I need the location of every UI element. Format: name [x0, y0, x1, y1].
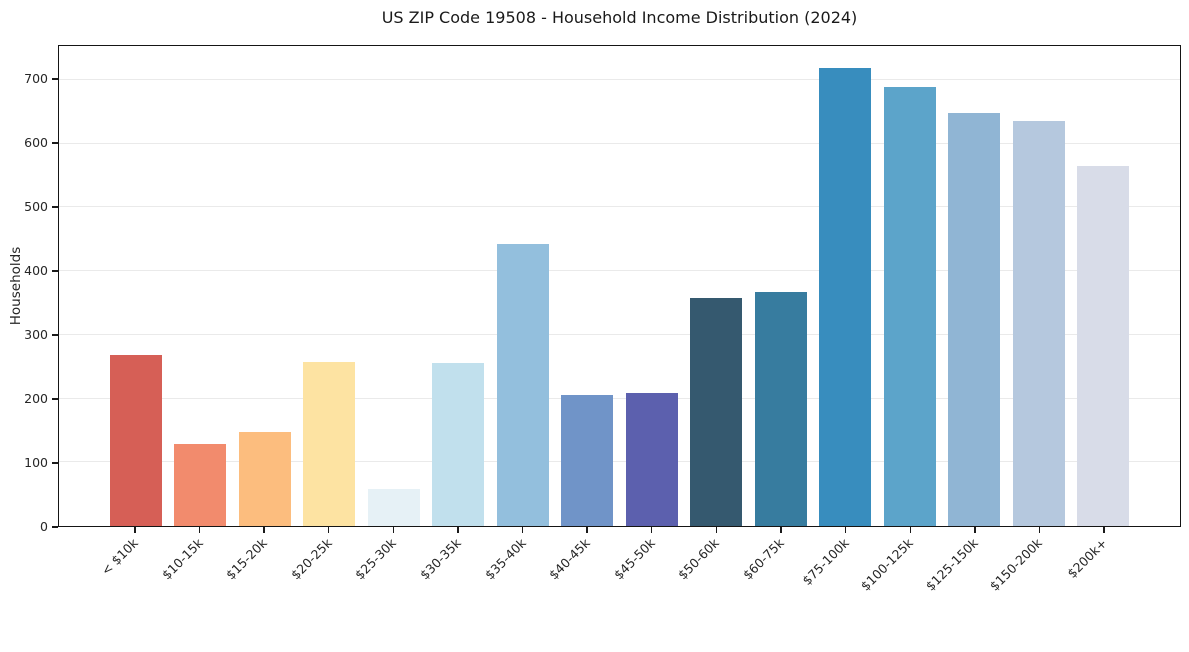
x-tick-label-< $10k: < $10k	[97, 535, 141, 579]
x-tick-mark-$15-20k	[263, 527, 265, 533]
bar-$150-200k	[1012, 120, 1065, 526]
x-tick-mark-$100-125k	[909, 527, 911, 533]
gridline-y-700	[59, 78, 1180, 80]
y-tick-mark-0	[52, 526, 58, 528]
y-tick-mark-700	[52, 78, 58, 80]
y-tick-label-700: 700	[24, 70, 48, 86]
y-tick-mark-600	[52, 142, 58, 144]
x-tick-label-$20-25k: $20-25k	[287, 535, 335, 583]
x-tick-label-$75-100k: $75-100k	[798, 535, 852, 588]
bar-$50-60k	[690, 298, 743, 526]
gridline-y-100	[59, 461, 1180, 463]
chart-figure: US ZIP Code 19508 - Household Income Dis…	[8, 8, 1181, 594]
bar-$20-25k	[303, 362, 356, 526]
x-tick-label-$200k+: $200k+	[1064, 535, 1110, 581]
gridline-y-400	[59, 270, 1180, 272]
bar-$100-125k	[883, 87, 936, 526]
x-tick-mark-$150-200k	[1038, 527, 1041, 533]
x-tick-mark-$50-60k	[715, 527, 718, 533]
gridline-y-300	[59, 333, 1180, 335]
x-tick-mark-$45-50k	[651, 527, 653, 533]
x-tick-mark-$60-75k	[780, 527, 782, 533]
plot-inner	[59, 46, 1180, 526]
y-tick-label-600: 600	[24, 134, 48, 150]
y-tick-mark-300	[52, 334, 58, 336]
x-tick-label-$100-125k: $100-125k	[857, 535, 917, 594]
x-tick-label-$150-200k: $150-200k	[987, 535, 1046, 594]
x-tick-label-$60-75k: $60-75k	[739, 535, 787, 583]
x-tick-label-$125-150k: $125-150k	[922, 535, 981, 594]
y-tick-mark-100	[52, 462, 58, 464]
x-tick-label-$30-35k: $30-35k	[416, 535, 464, 583]
plot-area	[58, 45, 1181, 527]
x-tick-label-$25-30k: $25-30k	[352, 535, 400, 583]
bar-$10-15k	[174, 444, 227, 526]
bar-$15-20k	[238, 431, 291, 526]
gridline-y-200	[59, 397, 1180, 399]
y-tick-label-200: 200	[24, 390, 48, 406]
x-tick-mark-$40-45k	[586, 527, 588, 533]
x-tick-label-$35-40k: $35-40k	[481, 535, 529, 583]
x-tick-mark-$20-25k	[328, 527, 330, 533]
y-axis-label: Households	[8, 246, 24, 326]
x-tick-label-$15-20k: $15-20k	[222, 535, 271, 583]
bar-< $10k	[109, 355, 162, 526]
bar-$40-45k	[561, 395, 614, 526]
y-tick-label-500: 500	[24, 198, 48, 214]
x-tick-label-$45-50k: $45-50k	[610, 535, 658, 583]
y-tick-label-300: 300	[24, 326, 48, 342]
bar-$45-50k	[625, 393, 678, 526]
x-tick-mark-$10-15k	[198, 527, 201, 533]
y-tick-mark-400	[52, 270, 58, 272]
bar-$125-150k	[948, 112, 1001, 526]
bar-$200k+	[1077, 165, 1130, 526]
x-tick-mark-$30-35k	[457, 527, 459, 533]
gridline-y-500	[59, 206, 1180, 208]
x-tick-mark-$25-30k	[392, 527, 395, 533]
y-tick-mark-200	[52, 398, 58, 400]
x-tick-mark-$125-150k	[974, 527, 976, 533]
x-tick-mark-$75-100k	[844, 527, 847, 533]
x-tick-mark-< $10k	[134, 527, 136, 533]
x-tick-label-$40-45k: $40-45k	[546, 535, 594, 583]
y-tick-label-100: 100	[24, 454, 48, 470]
x-tick-mark-$200k+	[1103, 527, 1105, 533]
bar-$30-35k	[432, 363, 485, 526]
gridline-y-600	[59, 142, 1180, 144]
chart-title: US ZIP Code 19508 - Household Income Dis…	[381, 8, 858, 27]
y-tick-label-400: 400	[24, 262, 48, 278]
x-tick-mark-$35-40k	[521, 527, 524, 533]
x-tick-label-$50-60k: $50-60k	[675, 535, 723, 583]
y-tick-mark-500	[52, 206, 58, 208]
y-tick-label-0: 0	[40, 519, 48, 534]
x-tick-label-$10-15k: $10-15k	[158, 535, 206, 583]
bar-$35-40k	[496, 243, 549, 526]
bar-$60-75k	[754, 292, 807, 526]
bar-$75-100k	[819, 68, 872, 526]
bar-$25-30k	[367, 489, 420, 526]
